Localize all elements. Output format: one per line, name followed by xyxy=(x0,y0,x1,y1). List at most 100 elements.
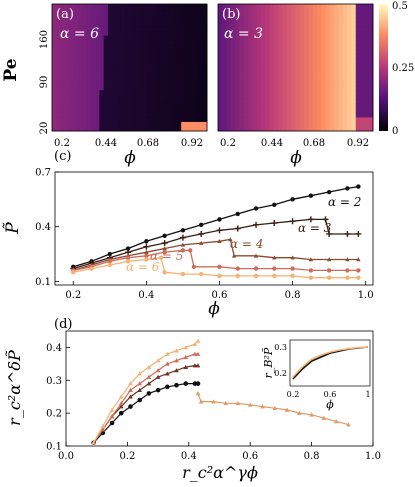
heatmap-cell xyxy=(60,103,66,109)
heatmap-cell xyxy=(120,76,126,82)
heatmap-cell xyxy=(120,35,126,41)
heatmap-cell xyxy=(90,112,96,118)
heatmap-cell xyxy=(142,85,148,91)
heatmap-cell xyxy=(342,40,348,46)
heatmap-cell xyxy=(99,58,105,64)
heatmap-cell xyxy=(325,22,331,28)
heatmap-cell xyxy=(334,90,339,96)
heatmap-cell xyxy=(69,99,74,105)
heatmap-cell xyxy=(56,53,62,59)
heatmap-cell xyxy=(261,40,266,46)
heatmap-cell xyxy=(248,4,253,9)
heatmap-cell xyxy=(151,126,156,132)
data-point xyxy=(247,402,253,407)
heatmap-cell xyxy=(334,76,339,82)
heatmap-cell xyxy=(194,17,199,23)
heatmap-cell xyxy=(198,112,204,118)
heatmap-cell xyxy=(151,85,156,91)
heatmap-cell xyxy=(355,31,361,37)
heatmap-cell xyxy=(351,40,357,46)
heatmap-cell xyxy=(334,35,339,41)
heatmap-cell xyxy=(308,8,314,14)
heatmap-cell xyxy=(86,62,92,68)
heatmap-cell xyxy=(56,58,62,64)
heatmap-cell xyxy=(198,67,204,73)
heatmap-cell xyxy=(129,108,135,114)
heatmap-cell xyxy=(202,67,208,73)
heatmap-cell xyxy=(129,126,135,132)
heatmap-cell xyxy=(194,112,199,118)
heatmap-cell xyxy=(248,35,253,41)
heatmap-cell xyxy=(120,8,126,14)
heatmap-cell xyxy=(222,58,228,64)
heatmap-cell xyxy=(103,85,109,91)
heatmap-cell xyxy=(235,53,240,59)
heatmap-cell xyxy=(86,13,92,19)
heatmap-cell xyxy=(82,40,87,46)
xlabel-b: ϕ xyxy=(290,148,302,168)
heatmap-cell xyxy=(125,58,130,64)
heatmap-cell xyxy=(181,17,186,23)
heatmap-cell xyxy=(142,117,148,123)
heatmap-cell xyxy=(116,121,122,127)
heatmap-cell xyxy=(278,85,283,91)
data-point xyxy=(195,351,201,356)
heatmap-cell xyxy=(103,22,109,28)
heatmap-cell xyxy=(230,58,236,64)
heatmap-cell xyxy=(256,58,262,64)
heatmap-cell xyxy=(355,112,361,118)
heatmap-cell xyxy=(189,90,195,96)
heatmap-cell xyxy=(286,62,292,68)
heatmap-cell xyxy=(77,112,83,118)
heatmap-cell xyxy=(317,35,322,41)
heatmap-cell xyxy=(312,108,318,114)
heatmap-cell xyxy=(299,62,305,68)
heatmap-cell xyxy=(56,40,62,46)
data-point xyxy=(192,341,198,346)
heatmap-cell xyxy=(230,103,236,109)
heatmap-cell xyxy=(120,26,126,32)
heatmap-cell xyxy=(112,117,117,123)
data-point xyxy=(155,387,161,393)
heatmap-cell xyxy=(155,103,161,109)
x-tick-label: 0.8 xyxy=(285,290,301,301)
heatmap-cell xyxy=(73,35,79,41)
heatmap-cell xyxy=(172,112,178,118)
heatmap-cell xyxy=(146,58,152,64)
heatmap-cell xyxy=(142,31,148,37)
heatmap-cell xyxy=(86,108,92,114)
heatmap-cell xyxy=(355,108,361,114)
heatmap-cell xyxy=(60,85,66,91)
heatmap-cell xyxy=(291,13,296,19)
data-point xyxy=(253,253,259,258)
heatmap-cell xyxy=(172,17,178,23)
heatmap-cell xyxy=(138,49,143,55)
heatmap-cell xyxy=(60,117,66,123)
heatmap-cell xyxy=(278,90,283,96)
heatmap-cell xyxy=(368,35,374,41)
heatmap-cell xyxy=(295,62,301,68)
heatmap-cell xyxy=(120,90,126,96)
heatmap-cell xyxy=(368,8,374,14)
heatmap-cell xyxy=(151,13,156,19)
heatmap-cell xyxy=(269,121,275,127)
heatmap-cell xyxy=(103,67,109,73)
heatmap-cell xyxy=(226,81,232,87)
heatmap-cell xyxy=(235,31,240,37)
heatmap-cell xyxy=(172,72,178,77)
heatmap-cell xyxy=(368,76,374,82)
heatmap-cell xyxy=(185,103,191,109)
data-point xyxy=(211,399,216,404)
heatmap-cell xyxy=(312,4,318,9)
heatmap-cell xyxy=(60,121,66,127)
heatmap-cell xyxy=(286,117,292,123)
heatmap-cell xyxy=(329,22,335,28)
heatmap-cell xyxy=(286,112,292,118)
heatmap-cell xyxy=(308,67,314,73)
heatmap-cell xyxy=(56,22,62,28)
heatmap-cell xyxy=(99,108,105,114)
heatmap-cell xyxy=(261,72,266,77)
heatmap-cell xyxy=(155,117,161,123)
heatmap-cell xyxy=(129,81,135,87)
heatmap-cell xyxy=(95,108,100,114)
